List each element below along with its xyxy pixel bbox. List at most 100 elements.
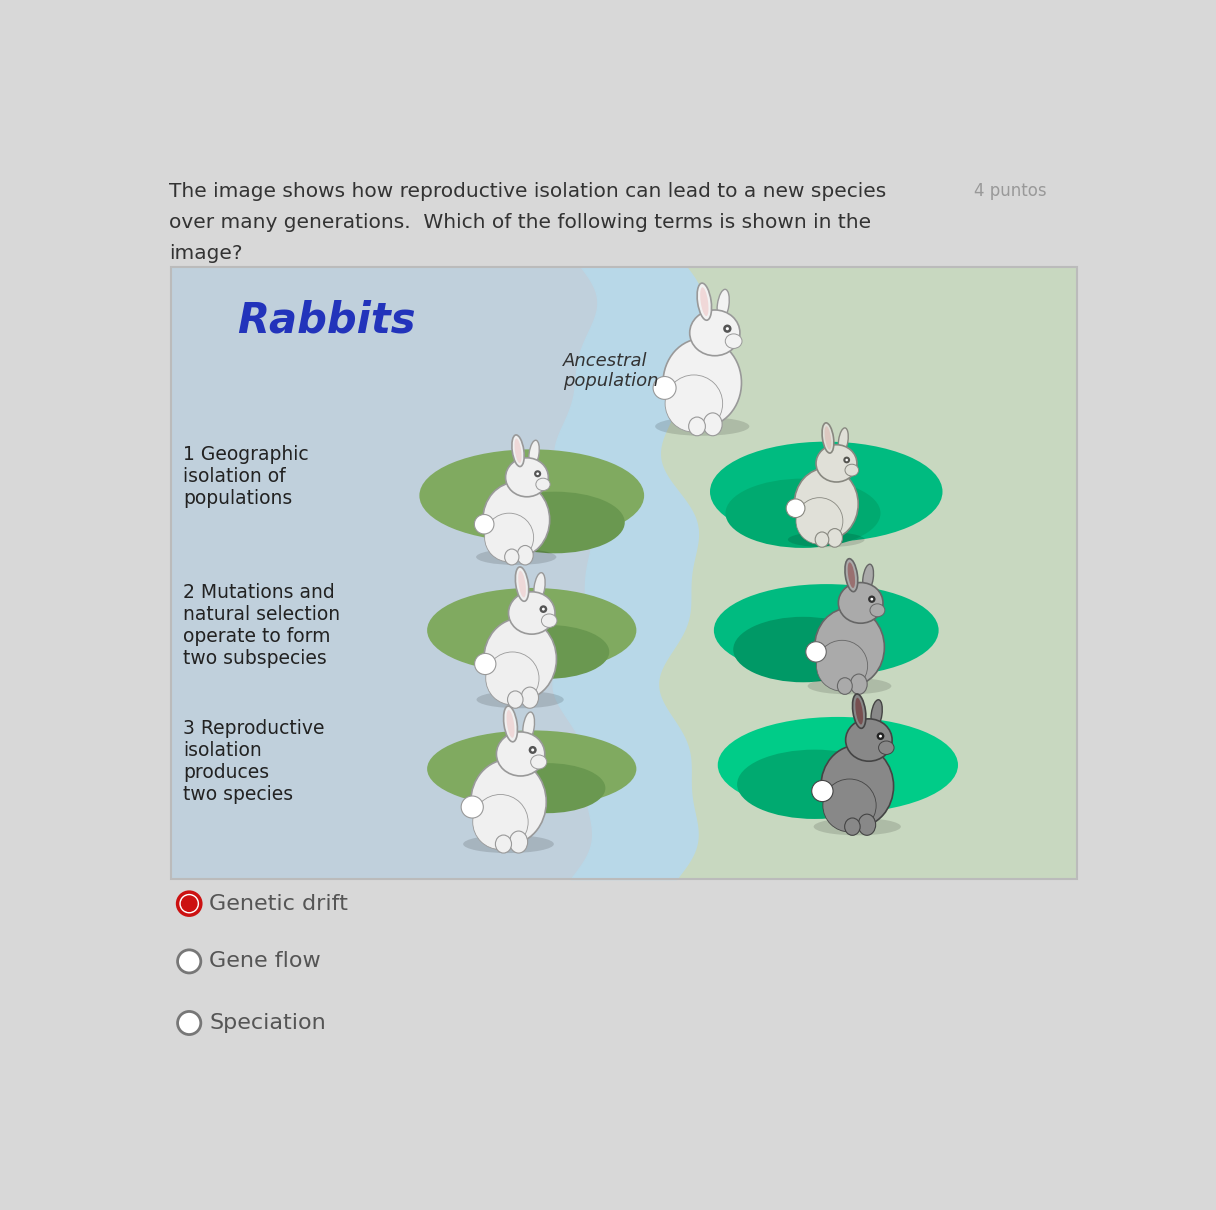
Ellipse shape [858,814,876,835]
Ellipse shape [845,465,858,476]
Ellipse shape [725,334,742,348]
Text: 1 Geographic
isolation of
populations: 1 Geographic isolation of populations [182,445,309,508]
Ellipse shape [485,491,625,553]
Circle shape [871,598,873,600]
Ellipse shape [814,818,901,835]
Ellipse shape [717,716,958,813]
Circle shape [181,895,197,911]
Ellipse shape [534,572,545,601]
Ellipse shape [530,755,547,770]
Ellipse shape [510,831,528,853]
Ellipse shape [726,479,880,548]
Ellipse shape [477,691,564,708]
Ellipse shape [845,818,860,835]
Circle shape [812,780,833,802]
Ellipse shape [506,457,548,497]
Circle shape [529,745,536,754]
Circle shape [474,653,496,674]
Ellipse shape [871,699,883,728]
Ellipse shape [484,618,557,701]
Ellipse shape [529,440,539,467]
Ellipse shape [850,674,867,695]
Circle shape [653,376,676,399]
Text: 2 Mutations and
natural selection
operate to form
two subspecies: 2 Mutations and natural selection operat… [182,582,340,668]
Ellipse shape [420,449,644,542]
Ellipse shape [852,695,866,728]
Ellipse shape [496,732,545,776]
Ellipse shape [508,592,554,634]
Ellipse shape [710,442,942,542]
Ellipse shape [427,588,636,673]
Ellipse shape [663,339,742,427]
Ellipse shape [869,604,885,617]
Text: Rabbits: Rabbits [237,299,416,341]
Circle shape [787,499,805,518]
Ellipse shape [733,617,873,682]
Ellipse shape [703,413,722,436]
Circle shape [542,607,545,611]
Ellipse shape [507,691,523,708]
Text: The image shows how reproductive isolation can lead to a new species: The image shows how reproductive isolati… [169,183,886,201]
Circle shape [726,327,728,330]
Ellipse shape [665,375,722,432]
Ellipse shape [794,468,858,540]
Ellipse shape [485,624,609,679]
Text: 4 puntos: 4 puntos [974,183,1046,200]
Ellipse shape [816,445,857,482]
Circle shape [531,749,534,751]
Ellipse shape [507,710,514,738]
Ellipse shape [463,835,553,853]
Text: 3 Reproductive
isolation
produces
two species: 3 Reproductive isolation produces two sp… [182,719,325,803]
Circle shape [868,595,876,603]
Text: Genetic drift: Genetic drift [209,894,348,914]
Ellipse shape [655,417,749,436]
Ellipse shape [477,549,557,565]
Ellipse shape [838,678,852,695]
Circle shape [879,734,882,738]
Ellipse shape [838,582,883,623]
Ellipse shape [503,707,518,742]
Ellipse shape [815,532,829,547]
Ellipse shape [821,745,894,828]
Ellipse shape [523,711,535,742]
Circle shape [178,1012,201,1035]
Circle shape [806,641,826,662]
Ellipse shape [879,741,894,755]
Ellipse shape [737,750,893,819]
Ellipse shape [827,529,843,547]
Ellipse shape [485,652,539,705]
Ellipse shape [855,698,863,725]
Ellipse shape [483,482,550,558]
Text: over many generations.  Which of the following terms is shown in the: over many generations. Which of the foll… [169,213,871,232]
Ellipse shape [514,438,522,463]
Circle shape [724,324,732,333]
Ellipse shape [838,428,849,453]
Ellipse shape [489,764,606,813]
Text: image?: image? [169,243,242,263]
Ellipse shape [689,310,739,356]
Ellipse shape [505,549,519,565]
Circle shape [534,471,541,477]
Circle shape [844,456,850,463]
Ellipse shape [518,571,525,598]
Ellipse shape [495,835,512,853]
Ellipse shape [522,687,539,708]
Ellipse shape [485,513,534,561]
Ellipse shape [717,289,730,321]
Ellipse shape [823,779,877,832]
Ellipse shape [512,434,524,467]
Ellipse shape [471,760,546,845]
Text: Ancestral
population: Ancestral population [563,352,658,391]
Text: Speciation: Speciation [209,1013,326,1033]
Ellipse shape [700,287,709,316]
Ellipse shape [427,731,636,807]
Ellipse shape [516,567,529,601]
FancyBboxPatch shape [642,267,1076,878]
Ellipse shape [845,719,893,761]
Ellipse shape [541,613,557,628]
Circle shape [461,796,483,818]
FancyBboxPatch shape [171,267,642,878]
Ellipse shape [796,497,843,544]
Ellipse shape [848,563,855,588]
Ellipse shape [807,678,891,695]
